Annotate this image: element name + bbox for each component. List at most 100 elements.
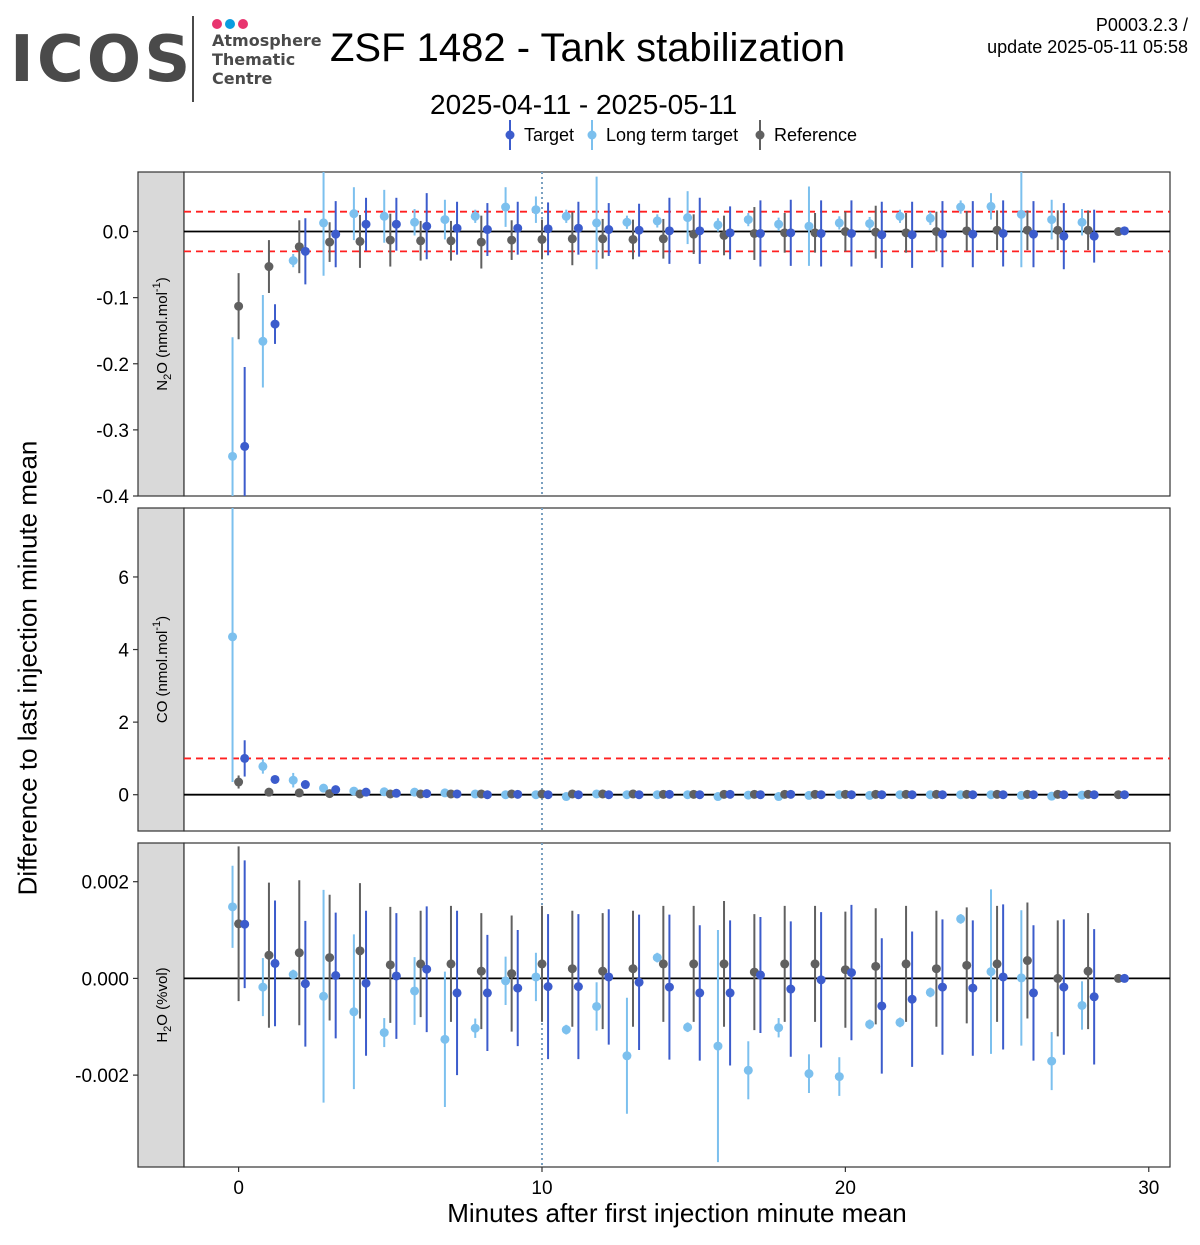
y-tick-label: 0.002 — [81, 873, 129, 894]
data-point — [537, 959, 547, 969]
data-point — [1022, 956, 1032, 966]
data-point — [683, 1022, 693, 1032]
legend-key-point — [755, 130, 765, 140]
data-point — [379, 1028, 389, 1038]
logo-line-1: Atmosphere — [212, 31, 322, 50]
data-point — [513, 789, 523, 799]
data-point — [300, 979, 310, 989]
series-target — [240, 193, 1129, 496]
facet-strip — [137, 171, 185, 497]
data-point — [270, 774, 280, 784]
legend-item-long-term-target: Long term target — [587, 120, 738, 150]
data-point — [895, 1017, 905, 1027]
data-point — [816, 975, 826, 985]
logo-dot-2 — [225, 19, 235, 29]
logo-dots-icon — [212, 16, 251, 34]
data-point — [846, 968, 856, 978]
data-point — [446, 236, 456, 246]
data-point — [725, 789, 735, 799]
data-point — [379, 211, 389, 221]
data-point — [986, 201, 996, 211]
data-point — [755, 970, 765, 980]
data-point — [482, 988, 492, 998]
data-point — [846, 790, 856, 800]
data-point — [622, 217, 632, 227]
data-point — [592, 218, 602, 228]
data-point — [598, 234, 608, 244]
data-point — [507, 969, 517, 979]
panel-3: H2O (%vol) 0.002 0.000 -0.002 — [75, 842, 1171, 1168]
data-point — [264, 787, 274, 797]
data-point — [507, 235, 517, 245]
data-point — [1089, 790, 1099, 800]
version-label: P0003.2.3 / — [1095, 15, 1188, 35]
data-point — [871, 961, 881, 971]
data-point — [1119, 790, 1129, 800]
data-point — [713, 220, 723, 230]
data-point — [901, 959, 911, 969]
facet-strip-label: N2O (nmol.mol-1) — [151, 277, 174, 390]
panel-1: N2O (nmol.mol-1) 0.0 -0.1 -0.2 -0.3 -0.4 — [96, 171, 1171, 508]
data-point — [452, 223, 462, 233]
data-point — [937, 790, 947, 800]
data-point — [228, 451, 238, 461]
data-point — [440, 215, 450, 225]
data-point — [573, 982, 583, 992]
data-point — [622, 1051, 632, 1061]
data-point — [355, 946, 365, 956]
data-point — [361, 787, 371, 797]
data-point — [385, 960, 395, 970]
logo-line-2: Thematic — [212, 50, 296, 69]
data-point — [561, 1025, 571, 1035]
data-point — [331, 229, 341, 239]
facet-strip — [137, 507, 185, 832]
logo-divider — [192, 16, 194, 102]
data-point — [355, 236, 365, 246]
data-point — [482, 225, 492, 235]
data-point — [537, 234, 547, 244]
data-point — [270, 958, 280, 968]
y-tick-label: 0.000 — [81, 969, 129, 990]
data-point — [470, 1023, 480, 1033]
data-point — [956, 202, 966, 212]
y-tick-label: 4 — [118, 641, 129, 662]
data-point — [925, 987, 935, 997]
data-point — [652, 953, 662, 963]
data-point — [240, 753, 250, 763]
data-point — [834, 218, 844, 228]
data-point — [440, 1034, 450, 1044]
data-point — [319, 218, 329, 228]
data-point — [604, 790, 614, 800]
icos-logo-wordmark: ICOS — [10, 23, 194, 97]
data-point — [786, 228, 796, 238]
data-point — [986, 967, 996, 977]
legend-label: Target — [524, 125, 574, 145]
y-tick-label: -0.1 — [96, 289, 129, 310]
version-info: P0003.2.3 / update 2025-05-11 05:58 — [987, 14, 1188, 58]
data-point — [937, 982, 947, 992]
x-tick-label: 20 — [835, 1178, 856, 1199]
data-point — [501, 976, 511, 986]
legend-item-reference: Reference — [755, 120, 857, 150]
data-point — [228, 632, 238, 642]
data-point — [810, 959, 820, 969]
data-point — [264, 262, 274, 272]
data-point — [228, 902, 238, 912]
series-reference — [234, 846, 1123, 1037]
data-point — [476, 966, 486, 976]
data-point — [743, 1065, 753, 1075]
data-point — [300, 780, 310, 790]
data-point — [410, 986, 420, 996]
data-point — [865, 1019, 875, 1029]
data-point — [695, 988, 705, 998]
data-point — [628, 234, 638, 244]
data-point — [592, 1001, 602, 1011]
data-point — [446, 959, 456, 969]
data-point — [422, 789, 432, 799]
data-point — [264, 950, 274, 960]
data-point — [907, 790, 917, 800]
data-point — [877, 230, 887, 240]
data-point — [422, 221, 432, 231]
data-point — [998, 228, 1008, 238]
